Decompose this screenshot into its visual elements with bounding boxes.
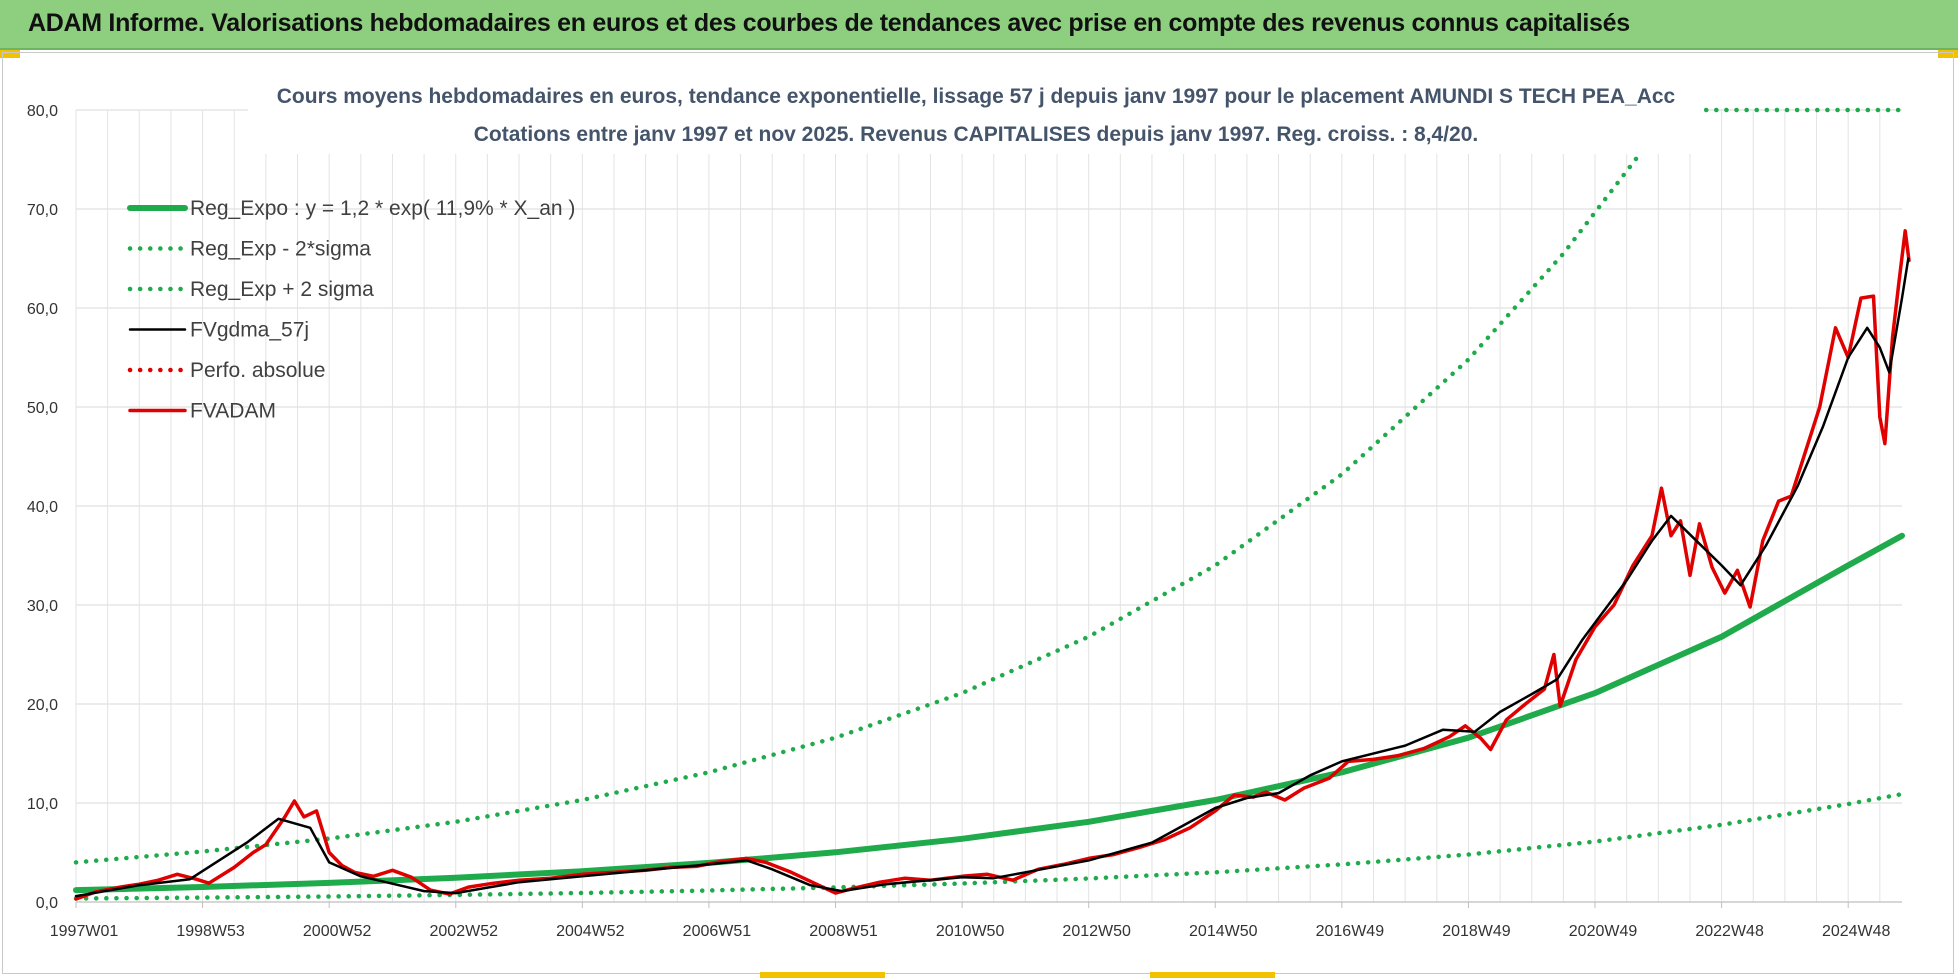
y-tick-label: 80,0 <box>27 103 58 120</box>
y-tick-label: 10,0 <box>27 796 58 813</box>
sheet-tab-marker <box>1150 972 1275 978</box>
x-tick-label: 2002W52 <box>430 923 499 940</box>
x-axis-ticks: 1997W01 1998W53 2000W52 2002W52 2004W52 2006W… <box>50 902 1891 940</box>
corner-marker-right <box>1938 50 1958 58</box>
legend-label: Reg_Exp - 2*sigma <box>190 238 371 261</box>
series-line-3 <box>74 257 1910 898</box>
grid-lines <box>75 109 1902 903</box>
chart-title-line1: Cours moyens hebdomadaires en euros, ten… <box>277 85 1676 108</box>
chart-legend: Reg_Expo : y = 1,2 * exp( 11,9% * X_an )… <box>127 197 575 423</box>
x-tick-label: 2024W48 <box>1822 923 1891 940</box>
report-title: ADAM Informe. Valorisations hebdomadaire… <box>28 9 1630 37</box>
series-line-2 <box>73 107 1905 865</box>
legend-label: FVgdma_57j <box>190 319 309 342</box>
series-layer <box>73 107 1911 901</box>
corner-marker-left <box>0 50 20 58</box>
legend-label: FVADAM <box>190 400 276 423</box>
x-tick-label: 2016W49 <box>1316 923 1385 940</box>
chart-title-line2: Cotations entre janv 1997 et nov 2025. R… <box>474 123 1479 146</box>
x-tick-label: 1998W53 <box>176 923 245 940</box>
legend-label: Perfo. absolue <box>190 359 325 382</box>
x-tick-label: 2022W48 <box>1695 923 1764 940</box>
x-tick-label: 2004W52 <box>556 923 625 940</box>
x-tick-label: 2012W50 <box>1062 923 1131 940</box>
y-tick-label: 50,0 <box>27 400 58 417</box>
series-line-0 <box>73 532 1905 894</box>
chart-frame <box>2 52 1954 974</box>
series-line-1 <box>73 791 1905 901</box>
y-tick-label: 30,0 <box>27 598 58 615</box>
y-tick-label: 60,0 <box>27 301 58 318</box>
sheet-tab-marker <box>760 972 885 978</box>
y-tick-label: 20,0 <box>27 697 58 714</box>
x-tick-label: 1997W01 <box>50 923 119 940</box>
chart-title-background <box>248 76 1704 154</box>
report-banner: ADAM Informe. Valorisations hebdomadaire… <box>0 0 1958 50</box>
y-tick-label: 40,0 <box>27 499 58 516</box>
legend-label: Reg_Expo : y = 1,2 * exp( 11,9% * X_an ) <box>190 197 575 220</box>
y-axis-ticks: 0,0 10,0 20,0 30,0 40,0 50,0 60,0 70,0 80,0 <box>27 103 58 912</box>
x-tick-label: 2010W50 <box>936 923 1005 940</box>
series-line-5 <box>74 229 1911 901</box>
x-tick-label: 2014W50 <box>1189 923 1258 940</box>
x-tick-label: 2000W52 <box>303 923 372 940</box>
x-tick-label: 2006W51 <box>683 923 752 940</box>
x-tick-label: 2008W51 <box>809 923 878 940</box>
x-tick-label: 2020W49 <box>1569 923 1638 940</box>
x-tick-label: 2018W49 <box>1442 923 1511 940</box>
y-tick-label: 0,0 <box>36 895 58 912</box>
y-tick-label: 70,0 <box>27 202 58 219</box>
legend-label: Reg_Exp + 2 sigma <box>190 278 374 301</box>
